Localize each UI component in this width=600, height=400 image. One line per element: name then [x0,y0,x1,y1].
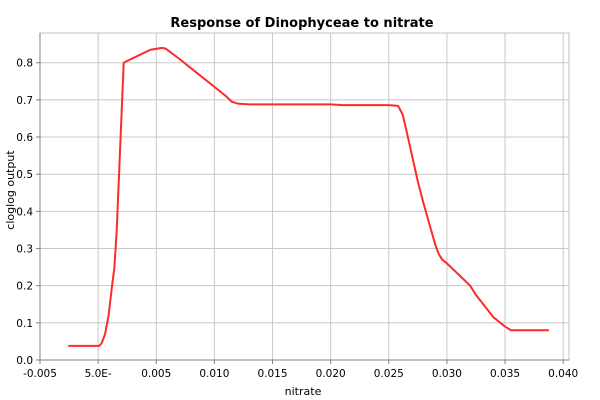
x-tick-label: 0.030 [432,368,462,380]
x-axis-ticks: -0.005 5.0E- 0.005 0.010 0.015 0.020 0.025 0.03… [23,360,578,380]
y-axis-label: cloglog output [4,150,17,230]
y-tick-label: 0.5 [16,169,33,181]
series-layer [68,46,550,347]
x-tick-label: 0.025 [374,368,404,380]
chart-title: Response of Dinophyceae to nitrate [170,16,433,31]
x-tick-label: -0.005 [23,368,57,380]
x-tick-label: 0.005 [141,368,171,380]
y-tick-label: 0.0 [16,355,33,367]
plot-area: -0.005 5.0E- 0.005 0.010 0.015 0.020 0.025 0.03… [16,32,578,380]
y-tick-label: 0.6 [16,132,33,144]
x-tick-label: 0.020 [316,368,346,380]
x-axis-label: nitrate [285,385,322,398]
y-tick-label: 0.2 [16,281,33,293]
series-line-0 [68,46,550,347]
x-tick-label: 5.0E- [85,368,112,380]
y-tick-label: 0.1 [16,318,33,330]
plot-frame [39,32,570,361]
x-tick-label: 0.040 [548,368,578,380]
x-grid [39,33,564,360]
y-tick-label: 0.4 [16,206,33,218]
y-tick-label: 0.7 [16,95,33,107]
y-tick-label: 0.3 [16,244,33,256]
y-tick-label: 0.8 [16,58,33,70]
x-tick-label: 0.035 [490,368,520,380]
x-tick-label: 0.015 [257,368,287,380]
x-tick-label: 0.010 [199,368,229,380]
y-axis-ticks: 0.0 0.1 0.2 0.3 0.4 0.5 0.6 0.7 0.8 [16,58,40,367]
